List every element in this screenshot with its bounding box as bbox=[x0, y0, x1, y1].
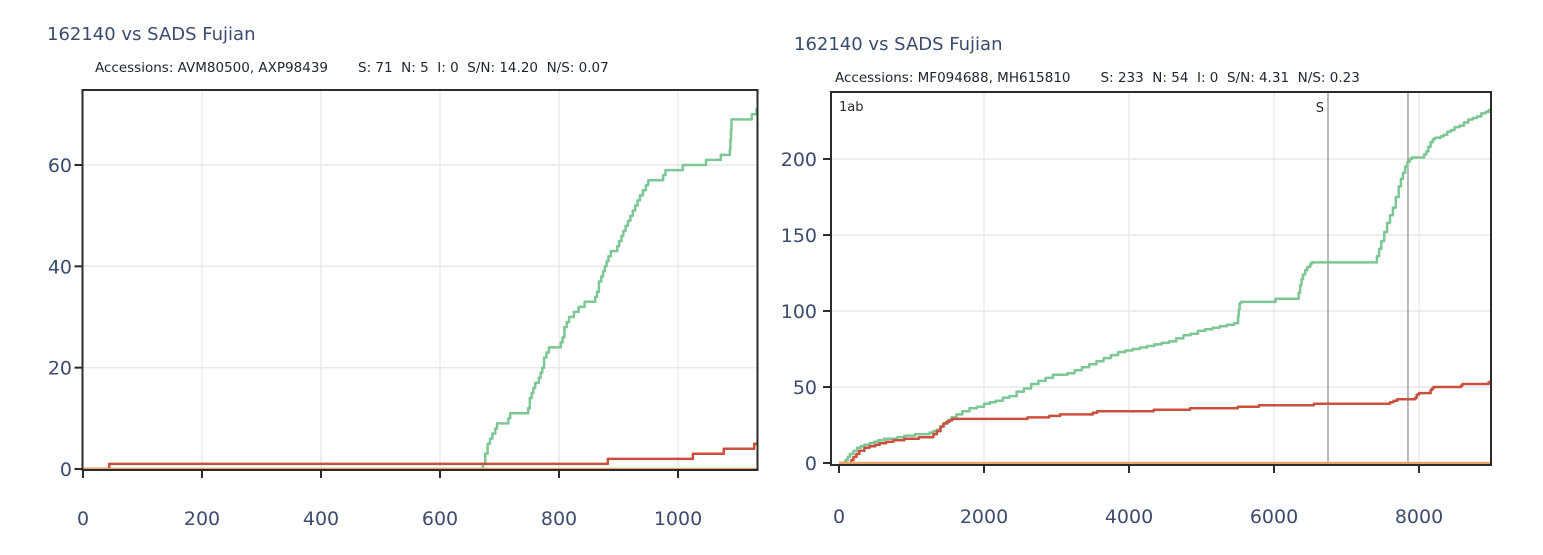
plot-frame bbox=[830, 91, 1492, 466]
plot-frame bbox=[81, 89, 759, 471]
x-tick-label: 600 bbox=[422, 508, 458, 530]
x-tick-label: 2000 bbox=[960, 506, 1008, 528]
x-tick-label: 6000 bbox=[1250, 506, 1298, 528]
gene-region-label: S bbox=[1316, 101, 1324, 116]
y-tick-label: 150 bbox=[781, 225, 817, 247]
y-tick-label: 0 bbox=[60, 459, 72, 481]
y-tick-label: 50 bbox=[793, 377, 817, 399]
chart-subtitle-left: Accessions: AVM80500, AXP98439 S: 71 N: … bbox=[95, 60, 609, 76]
chart-subtitle-right: Accessions: MF094688, MH615810 S: 233 N:… bbox=[835, 70, 1360, 86]
y-tick-label: 200 bbox=[781, 149, 817, 171]
x-tick-label: 0 bbox=[77, 508, 89, 530]
x-tick-label: 200 bbox=[184, 508, 220, 530]
chart-title-left: 162140 vs SADS Fujian bbox=[47, 24, 256, 45]
series-n-line bbox=[83, 442, 758, 471]
series-n-line bbox=[839, 379, 1493, 465]
x-tick-label: 400 bbox=[303, 508, 339, 530]
y-tick-label: 40 bbox=[48, 256, 72, 278]
series-s-line bbox=[83, 108, 758, 471]
x-tick-label: 8000 bbox=[1395, 506, 1443, 528]
y-tick-label: 0 bbox=[805, 453, 817, 475]
accessions-label-right: Accessions: MF094688, MH615810 bbox=[835, 70, 1071, 86]
x-tick-label: 1000 bbox=[654, 508, 702, 530]
stats-label-left: S: 71 N: 5 I: 0 S/N: 14.20 N/S: 0.07 bbox=[358, 60, 609, 76]
x-tick-label: 800 bbox=[541, 508, 577, 530]
chart-title-right: 162140 vs SADS Fujian bbox=[794, 34, 1003, 55]
region-annotation: 1ab bbox=[839, 100, 864, 115]
y-tick-label: 60 bbox=[48, 155, 72, 177]
y-tick-label: 100 bbox=[781, 301, 817, 323]
x-tick-label: 0 bbox=[833, 506, 845, 528]
series-s-line bbox=[839, 107, 1493, 465]
y-tick-label: 20 bbox=[48, 358, 72, 380]
stats-label-right: S: 233 N: 54 I: 0 S/N: 4.31 N/S: 0.23 bbox=[1100, 70, 1360, 86]
x-tick-label: 4000 bbox=[1105, 506, 1153, 528]
accessions-label-left: Accessions: AVM80500, AXP98439 bbox=[95, 60, 329, 76]
